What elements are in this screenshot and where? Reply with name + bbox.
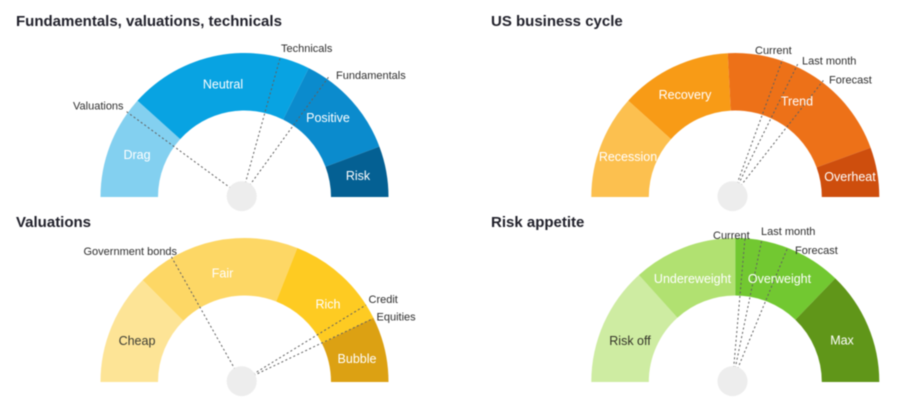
svg-text:Trend: Trend: [781, 95, 813, 109]
svg-text:Current: Current: [755, 45, 792, 57]
svg-text:Equities: Equities: [377, 312, 417, 324]
svg-text:Valuations: Valuations: [16, 214, 91, 231]
svg-text:Government bonds: Government bonds: [84, 246, 178, 258]
svg-text:Overweight: Overweight: [748, 272, 812, 286]
svg-text:Recession: Recession: [599, 150, 657, 164]
svg-text:Technicals: Technicals: [281, 43, 333, 55]
svg-text:Undereweight: Undereweight: [654, 272, 732, 286]
svg-text:Drag: Drag: [123, 148, 150, 162]
svg-text:Fair: Fair: [212, 267, 234, 281]
svg-text:Fundamentals: Fundamentals: [336, 70, 406, 82]
svg-text:Risk appetite: Risk appetite: [491, 214, 584, 231]
svg-text:Valuations: Valuations: [73, 101, 124, 113]
svg-text:Recovery: Recovery: [659, 88, 713, 102]
svg-text:Forecast: Forecast: [795, 245, 838, 257]
svg-text:Last month: Last month: [761, 226, 815, 238]
svg-text:Credit: Credit: [369, 294, 398, 306]
svg-text:Bubble: Bubble: [338, 352, 377, 366]
svg-text:Cheap: Cheap: [119, 334, 156, 348]
svg-text:Overheat: Overheat: [824, 170, 876, 184]
svg-text:Last month: Last month: [802, 56, 856, 68]
svg-text:Max: Max: [830, 334, 854, 348]
svg-text:US business cycle: US business cycle: [491, 13, 623, 30]
svg-text:Forecast: Forecast: [829, 75, 872, 87]
svg-text:Positive: Positive: [306, 111, 350, 125]
svg-text:Risk: Risk: [346, 169, 371, 183]
svg-text:Fundamentals, valuations, tech: Fundamentals, valuations, technicals: [16, 13, 282, 30]
svg-text:Current: Current: [713, 230, 750, 242]
svg-text:Neutral: Neutral: [203, 78, 243, 92]
svg-text:Risk off: Risk off: [609, 334, 651, 348]
svg-text:Rich: Rich: [315, 298, 340, 312]
